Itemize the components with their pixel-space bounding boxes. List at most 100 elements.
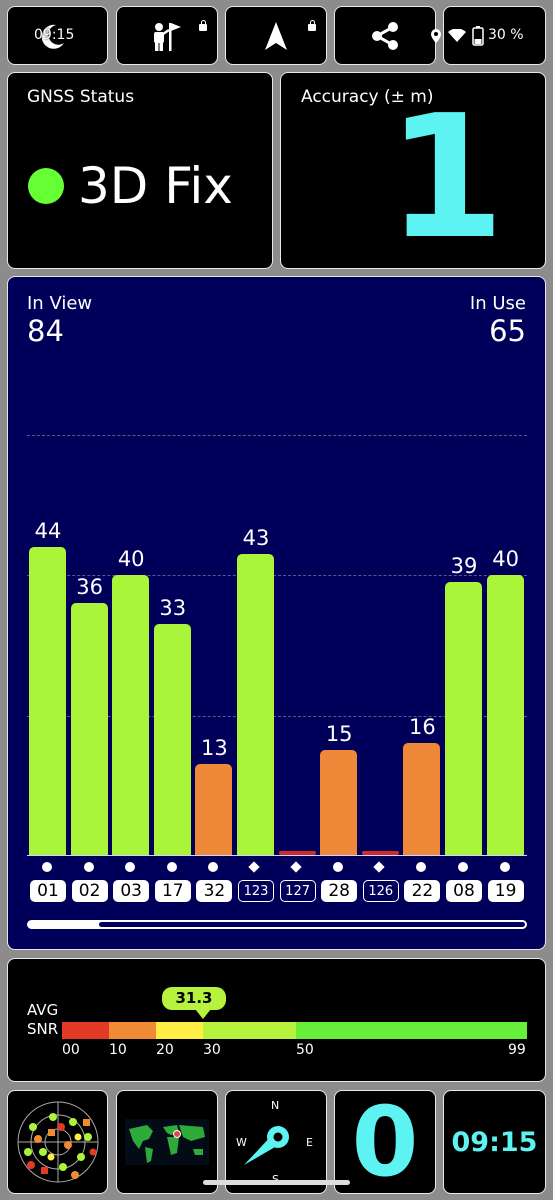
snr-tick: 20 [156, 1042, 174, 1058]
compass-needle-icon [244, 1126, 289, 1165]
navigation-tile[interactable] [225, 6, 327, 65]
snr-bar [70, 603, 108, 855]
circle-marker [333, 862, 344, 872]
avg-snr-card[interactable] [7, 958, 546, 1082]
snr-bar [361, 851, 399, 855]
circle-marker [208, 862, 219, 872]
in-use-count: 65 [489, 314, 526, 348]
circle-marker [499, 862, 510, 872]
sky-plot-icon [17, 1101, 98, 1183]
snr-bar [320, 750, 358, 855]
satellite-id[interactable]: 01 [30, 880, 66, 902]
snr-tick: 10 [109, 1042, 127, 1058]
system-status-tile[interactable]: 30 % [431, 6, 546, 65]
snr-tick: 30 [203, 1042, 221, 1058]
chart-baseline [27, 855, 527, 856]
battery-percent: 30 % [488, 27, 524, 43]
chart-scrollbar-track-inner [99, 922, 525, 927]
snr-scale-segment [109, 1022, 156, 1039]
circle-marker [125, 862, 136, 872]
world-map-tile[interactable] [116, 1090, 218, 1194]
snr-value-label: 15 [325, 722, 353, 746]
sky-plot-tile[interactable] [7, 1090, 108, 1194]
compass-west: W [236, 1136, 247, 1149]
accuracy-card[interactable]: Accuracy (± m) 1 [280, 72, 546, 269]
share-tile[interactable] [334, 6, 436, 65]
grid-line [27, 435, 527, 436]
snr-value-label: 33 [159, 596, 187, 620]
person-flag-icon [154, 22, 181, 51]
satellite-id[interactable]: 123 [238, 880, 274, 902]
home-indicator[interactable] [203, 1180, 350, 1185]
compass-north: N [271, 1099, 280, 1112]
lock-icon [199, 20, 207, 31]
grid-line [27, 716, 527, 717]
avg-snr-bubble: 31.3 [162, 987, 226, 1010]
avg-label: AVG [27, 1001, 59, 1019]
satellite-id[interactable]: 22 [404, 880, 441, 902]
circle-marker [416, 862, 427, 872]
satellite-id[interactable]: 03 [113, 880, 150, 902]
satellite-id[interactable]: 08 [446, 880, 482, 902]
snr-bar [278, 851, 316, 855]
snr-bar [195, 764, 233, 855]
snr-value-label: 43 [242, 526, 270, 550]
snr-value-label: 44 [34, 519, 62, 543]
big-digit: 0 [351, 1086, 419, 1198]
navigation-arrow-icon [265, 21, 287, 50]
satellite-id[interactable]: 19 [487, 880, 524, 902]
world-map-icon [125, 1119, 209, 1165]
snr-bar [486, 575, 524, 855]
satellite-id[interactable]: 17 [154, 880, 191, 902]
snr-bar [237, 554, 274, 855]
snr-value-label: 39 [450, 554, 478, 578]
snr-value-label: 16 [409, 715, 436, 739]
location-pin-icon [431, 29, 441, 43]
satellite-id[interactable]: 126 [362, 880, 399, 902]
gnss-status-label: GNSS Status [27, 87, 135, 107]
status-tile[interactable]: 09:15 [7, 6, 108, 65]
in-use-label: In Use [469, 293, 526, 314]
accuracy-label: Accuracy (± m) [301, 87, 434, 107]
satellite-id[interactable]: 32 [196, 880, 233, 902]
gnss-status-card[interactable]: GNSS Status 3D Fix [7, 72, 273, 269]
compass-east: E [306, 1136, 313, 1149]
compass-tile[interactable]: N E S W [225, 1090, 327, 1194]
circle-marker [166, 862, 177, 872]
snr-scale-segment [203, 1022, 296, 1039]
snr-tick: 99 [508, 1042, 526, 1058]
snr-value-label: 36 [76, 575, 103, 599]
wifi-icon [448, 29, 466, 42]
snr-bar [29, 547, 66, 855]
battery-icon [472, 26, 484, 46]
status-time: 09:15 [34, 27, 75, 43]
snr-label: SNR [27, 1020, 59, 1038]
snr-value-label: 13 [201, 736, 228, 760]
clock-tile[interactable]: 09:15 [443, 1090, 546, 1194]
satellites-used-tile[interactable]: 0 [334, 1090, 436, 1194]
snr-value-label: 40 [117, 547, 145, 571]
satellite-id[interactable]: 02 [71, 880, 108, 902]
accuracy-value: 1 [386, 79, 505, 277]
snr-scale-segment [156, 1022, 203, 1039]
snr-tick: 00 [62, 1042, 80, 1058]
fix-status: 3D Fix [78, 157, 233, 215]
circle-marker [42, 862, 52, 872]
compass-south: S [272, 1173, 279, 1186]
snr-bar [153, 624, 191, 855]
grid-line [27, 575, 527, 576]
satellite-id[interactable]: 28 [321, 880, 358, 902]
circle-marker [83, 862, 94, 872]
clock-time: 09:15 [451, 1126, 538, 1158]
snr-bar [445, 582, 482, 855]
share-icon [372, 21, 398, 50]
satellite-id[interactable]: 127 [279, 880, 316, 902]
snr-scale-segment [296, 1022, 527, 1039]
in-view-label: In View [27, 293, 93, 314]
snr-bar [112, 575, 150, 855]
chart-scrollbar-track[interactable] [27, 920, 527, 929]
snr-value-label: 40 [492, 547, 519, 571]
snr-tick: 50 [296, 1042, 314, 1058]
avg-snr-pointer [195, 1009, 211, 1019]
nav-mode-tile[interactable] [116, 6, 218, 65]
